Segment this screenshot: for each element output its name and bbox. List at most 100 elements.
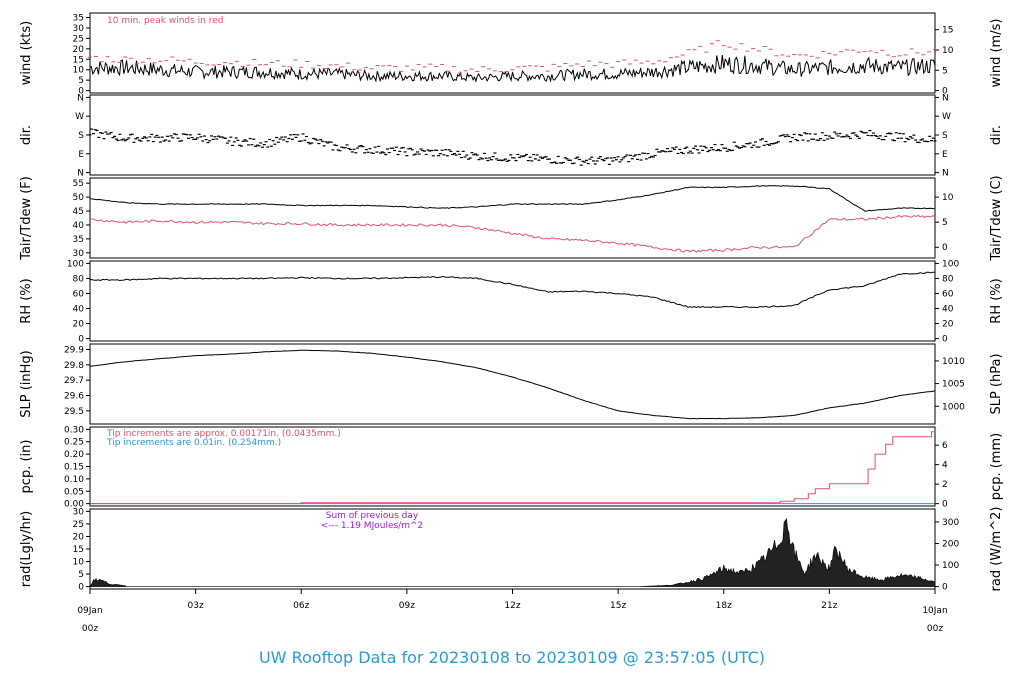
precip-annotation-red: Tip increments are approx. 0.00171in. (0… — [106, 429, 341, 439]
radiation-left-tick-label: 15 — [73, 545, 84, 555]
dir-right-tick-label: N — [942, 93, 949, 103]
precipitation-left-tick-label: 0.05 — [64, 487, 84, 497]
wind-left-tick-label: 25 — [73, 34, 84, 44]
rh-left-tick-label: 100 — [67, 259, 84, 269]
chart-title: UW Rooftop Data for 20230108 to 20230109… — [258, 648, 766, 667]
precipitation-right-tick-label: 0 — [942, 500, 948, 510]
dir-frame — [89, 94, 936, 176]
x-start-hour-label: 00z — [82, 624, 98, 634]
radiation-left-tick-label: 5 — [78, 570, 84, 580]
radiation-ylabel-right: rad (W/m^2) — [989, 507, 1004, 592]
temperature-left-tick-label: 30 — [73, 249, 85, 259]
dir-right-tick-label: S — [942, 131, 948, 141]
wind-frame — [89, 12, 936, 94]
radiation-right-tick-label: 200 — [942, 539, 959, 549]
temperature-right-tick-label: 0 — [942, 243, 948, 253]
wind-right-tick-label: 10 — [942, 46, 954, 56]
x-tick-label: 15z — [610, 601, 626, 611]
slp-left-tick-label: 29.5 — [64, 407, 84, 417]
radiation-left-tick-label: 20 — [73, 532, 85, 542]
radiation-right-tick-label: 300 — [942, 518, 959, 528]
slp-ylabel-left: SLP (inHg) — [19, 350, 34, 418]
temperature-left-tick-label: 50 — [73, 193, 85, 203]
dir-left-tick-label: W — [75, 112, 84, 122]
wind-left-tick-label: 15 — [73, 55, 84, 65]
panel-rh: 0 20 40 60 80 100 0 20 40 60 80 100 RH (%) RH (%) — [19, 259, 1004, 344]
temperature-left-tick-label: 40 — [73, 221, 85, 231]
rh-frame — [89, 260, 936, 342]
x-tick-label: 06z — [293, 601, 309, 611]
precipitation-right-tick-label: 4 — [942, 461, 948, 471]
slp-right-tick-label: 1010 — [942, 357, 965, 367]
dir-left-tick-label: E — [78, 150, 84, 160]
radiation-left-tick-label: 10 — [73, 558, 85, 568]
dir-right-tick-label: W — [942, 112, 951, 122]
radiation-left-tick-label: 0 — [78, 583, 84, 593]
radiation-ylabel-left: rad(Lgly/hr) — [19, 511, 34, 587]
rh-line — [89, 271, 936, 309]
tair-line — [89, 185, 936, 212]
temperature-left-tick-label: 55 — [73, 179, 84, 189]
rh-left-tick-label: 80 — [73, 274, 85, 284]
panel-slp: 29.5 29.6 29.7 29.8 29.9 1000 1005 1010 SLP (inH… — [19, 343, 1004, 425]
rh-right-tick-label: 0 — [942, 335, 948, 345]
x-end-date-label: 10Jan — [922, 606, 947, 616]
x-start-date-label: 09Jan — [77, 606, 102, 616]
precipitation-right-tick-label: 6 — [942, 441, 948, 451]
precipitation-left-tick-label: 0.10 — [64, 475, 84, 485]
temperature-ylabel-left: Tair/Tdew (F) — [19, 176, 34, 261]
temperature-frame — [89, 177, 936, 259]
radiation-left-tick-label: 25 — [73, 520, 84, 530]
temperature-left-tick-label: 45 — [73, 207, 84, 217]
wind-left-tick-label: 30 — [73, 24, 85, 34]
dir-ylabel-left: dir. — [19, 125, 34, 145]
precip-red-line — [90, 431, 935, 505]
rh-right-tick-label: 100 — [942, 259, 959, 269]
slp-left-tick-label: 29.7 — [64, 376, 84, 386]
wind-right-tick-label: 5 — [942, 66, 948, 76]
wind-annotation: 10 min. peak winds in red — [107, 16, 224, 26]
x-tick-label: 03z — [188, 601, 204, 611]
x-tick-label: 09z — [399, 601, 415, 611]
precipitation-left-tick-label: 0.15 — [64, 463, 84, 473]
rh-left-tick-label: 40 — [73, 305, 85, 315]
rh-ylabel-left: RH (%) — [19, 278, 34, 323]
slp-right-tick-label: 1005 — [942, 380, 965, 390]
wind-ylabel-left: wind (kts) — [19, 21, 34, 85]
x-tick-label: 18z — [716, 601, 732, 611]
radiation-annotation-1: Sum of previous day — [326, 511, 419, 521]
dir-left-tick-label: S — [78, 131, 84, 141]
x-tick-label: 21z — [821, 601, 837, 611]
precipitation-ylabel-right: pcp. (mm) — [989, 433, 1004, 500]
wind-left-tick-label: 35 — [73, 13, 84, 23]
precipitation-left-tick-label: 0.00 — [64, 500, 84, 510]
slp-left-tick-label: 29.6 — [64, 392, 84, 402]
precipitation-left-tick-label: 0.25 — [64, 438, 84, 448]
rh-left-tick-label: 60 — [73, 289, 85, 299]
slp-right-tick-label: 1000 — [942, 402, 965, 412]
rh-right-tick-label: 40 — [942, 305, 954, 315]
x-end-hour-label: 00z — [927, 624, 943, 634]
rh-left-tick-label: 20 — [73, 320, 85, 330]
dir-ylabel-right: dir. — [989, 125, 1004, 145]
tdew-line — [89, 214, 936, 253]
precip-annotation-blue: Tip increments are 0.01in. (0.254mm.) — [106, 438, 281, 448]
slp-left-tick-label: 29.9 — [64, 345, 84, 355]
dir-right-tick-label: N — [942, 169, 949, 179]
precipitation-left-tick-label: 0.30 — [64, 425, 84, 435]
wind-left-tick-label: 10 — [73, 66, 85, 76]
wind-ylabel-right: wind (m/s) — [989, 19, 1004, 88]
precipitation-left-tick-label: 0.20 — [64, 450, 84, 460]
wind-left-tick-label: 5 — [78, 76, 84, 86]
wind-right-tick-label: 15 — [942, 26, 953, 36]
radiation-annotation-2: <--- 1.19 MJoules/m^2 — [321, 521, 423, 531]
precipitation-right-tick-label: 2 — [942, 480, 948, 490]
temperature-left-tick-label: 35 — [73, 235, 84, 245]
temperature-right-tick-label: 5 — [942, 218, 948, 228]
slp-line — [89, 349, 936, 420]
precipitation-ylabel-left: pcp. (in) — [19, 440, 34, 494]
radiation-right-tick-label: 100 — [942, 561, 959, 571]
